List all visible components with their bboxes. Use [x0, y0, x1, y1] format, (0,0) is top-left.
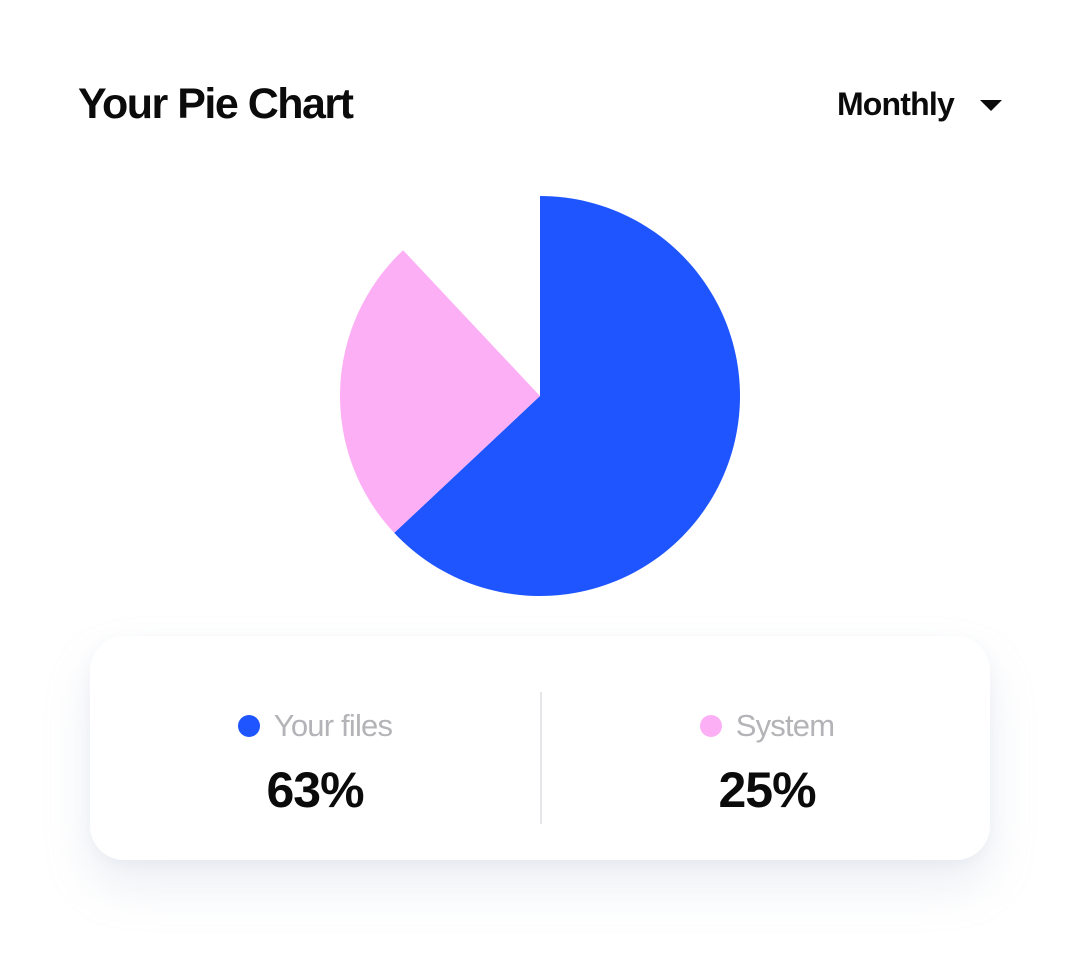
caret-down-icon [980, 99, 1002, 111]
legend-label-your-files: Your files [273, 708, 393, 743]
period-dropdown-label: Monthly [836, 85, 955, 122]
pie-chart-svg [340, 196, 740, 596]
legend-divider [540, 692, 542, 824]
legend-value-system: 25% [718, 762, 816, 818]
legend-item-your-files: Your files 63% [90, 636, 540, 860]
pie-slice-your-files [394, 196, 740, 596]
legend-item-system: System 25% [542, 636, 992, 860]
chart-title: Your Pie Chart [78, 80, 354, 128]
pie-slice-system [340, 250, 540, 533]
pie-chart [338, 194, 742, 598]
legend-label-system: System [735, 708, 835, 743]
your-files-dot-icon [237, 715, 260, 737]
legend-value-your-files: 63% [266, 762, 364, 818]
legend-card: Your files 63% System 25% [90, 636, 990, 860]
system-dot-icon [699, 715, 722, 737]
period-dropdown[interactable]: Monthly [837, 82, 1002, 126]
